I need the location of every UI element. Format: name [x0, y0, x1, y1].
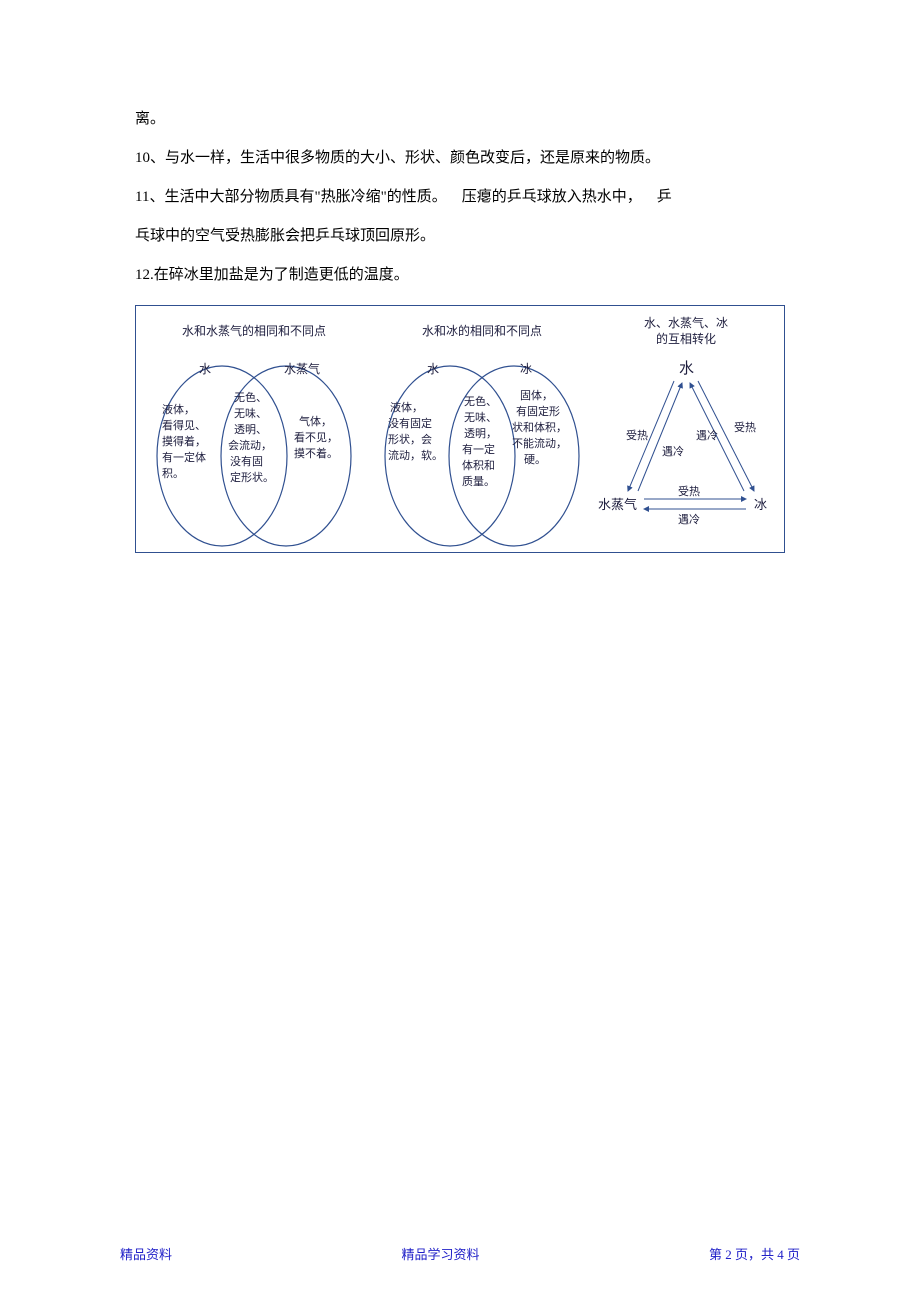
tri-top: 水 [679, 360, 694, 377]
triangle-section: 水、水蒸气、冰 的互相转化 水 水蒸气 冰 受热 遇冷 [596, 316, 776, 547]
svg-text:无色、: 无色、 [464, 394, 497, 408]
svg-text:遇冷: 遇冷 [696, 429, 718, 442]
svg-text:形状，会: 形状，会 [388, 432, 432, 446]
svg-text:摸不着。: 摸不着。 [294, 446, 338, 460]
svg-text:不能流动，: 不能流动， [512, 436, 567, 450]
venn2-title: 水和冰的相同和不同点 [372, 316, 592, 347]
paragraph-2: 11、生活中大部分物质具有"热胀冷缩"的性质。 压瘪的乒乓球放入热水中， 乒 [135, 178, 785, 217]
venn1-svg: 水 水蒸气 液体， 看得见、 摸得着， 有一定体 积。 无色、 无味、 透明、 … [144, 351, 364, 551]
venn1-left-label: 水 [199, 362, 211, 376]
paragraph-3: 乓球中的空气受热膨胀会把乒乓球顶回原形。 [135, 217, 785, 256]
svg-text:看不见，: 看不见， [294, 430, 338, 444]
diagram-container: 水和水蒸气的相同和不同点 水 水蒸气 液体， 看得见、 摸得着， 有一定体 积。… [135, 305, 785, 553]
svg-text:质量。: 质量。 [462, 475, 495, 488]
svg-text:透明、: 透明、 [234, 423, 267, 436]
venn2-right-label: 冰 [520, 362, 532, 376]
venn1-section: 水和水蒸气的相同和不同点 水 水蒸气 液体， 看得见、 摸得着， 有一定体 积。… [144, 316, 364, 567]
svg-text:积。: 积。 [162, 467, 184, 480]
p2-seg-c: 乒 [657, 189, 672, 205]
paragraph-1: 10、与水一样，生活中很多物质的大小、形状、颜色改变后，还是原来的物质。 [135, 139, 785, 178]
svg-text:没有固: 没有固 [230, 454, 263, 468]
svg-text:摸得着，: 摸得着， [162, 434, 206, 448]
triangle-title: 水、水蒸气、冰 的互相转化 [596, 316, 776, 347]
svg-text:液体，: 液体， [162, 402, 195, 416]
svg-text:遇冷: 遇冷 [678, 513, 700, 526]
venn1-right-label: 水蒸气 [284, 361, 320, 376]
svg-text:会流动，: 会流动， [228, 438, 272, 452]
svg-text:定形状。: 定形状。 [230, 470, 274, 484]
venn1-title: 水和水蒸气的相同和不同点 [144, 316, 364, 347]
tri-br: 冰 [754, 497, 767, 512]
svg-text:硬。: 硬。 [524, 453, 546, 466]
svg-text:有一定: 有一定 [462, 442, 495, 456]
svg-text:遇冷: 遇冷 [662, 445, 684, 458]
venn2-svg: 水 冰 液体， 没有固定 形状，会 流动，软。 无色、 无味、 透明， 有一定 … [372, 351, 592, 551]
footer-center: 精品学习资料 [401, 1244, 479, 1263]
svg-text:固体，: 固体， [520, 388, 553, 402]
svg-text:无味、: 无味、 [234, 407, 267, 420]
svg-text:有一定体: 有一定体 [162, 450, 206, 464]
svg-text:无色、: 无色、 [234, 390, 267, 404]
svg-text:没有固定: 没有固定 [388, 416, 432, 430]
svg-text:体积和: 体积和 [462, 458, 495, 472]
svg-text:状和体积，: 状和体积， [512, 420, 567, 434]
footer-left: 精品资料 [120, 1244, 172, 1263]
svg-text:液体，: 液体， [390, 400, 423, 414]
svg-text:受热: 受热 [626, 429, 648, 442]
svg-text:看得见、: 看得见、 [162, 418, 206, 432]
p2-seg-a: 11、生活中大部分物质具有"热胀冷缩"的性质。 [135, 189, 447, 205]
svg-text:流动，软。: 流动，软。 [388, 448, 443, 462]
footer-right: 第 2 页，共 4 页 [709, 1244, 800, 1263]
page-content: 离。 10、与水一样，生活中很多物质的大小、形状、颜色改变后，还是原来的物质。 … [0, 0, 920, 553]
venn2-section: 水和冰的相同和不同点 水 冰 液体， 没有固定 形状，会 流动，软。 无色、 无… [372, 316, 592, 567]
venn2-left-label: 水 [427, 362, 439, 376]
svg-text:受热: 受热 [734, 421, 756, 434]
tri-bl: 水蒸气 [598, 497, 637, 512]
paragraph-4: 12.在碎冰里加盐是为了制造更低的温度。 [135, 256, 785, 295]
svg-text:无味、: 无味、 [464, 411, 497, 424]
svg-text:透明，: 透明， [464, 427, 497, 440]
page-footer: 精品资料 精品学习资料 第 2 页，共 4 页 [0, 1244, 920, 1263]
svg-text:气体，: 气体， [299, 414, 332, 428]
p2-seg-b: 压瘪的乒乓球放入热水中， [462, 189, 642, 205]
svg-text:受热: 受热 [678, 485, 700, 498]
paragraph-0: 离。 [135, 100, 785, 139]
svg-text:有固定形: 有固定形 [516, 404, 560, 418]
triangle-svg: 水 水蒸气 冰 受热 遇冷 受热 遇冷 受热 遇冷 [596, 351, 776, 531]
